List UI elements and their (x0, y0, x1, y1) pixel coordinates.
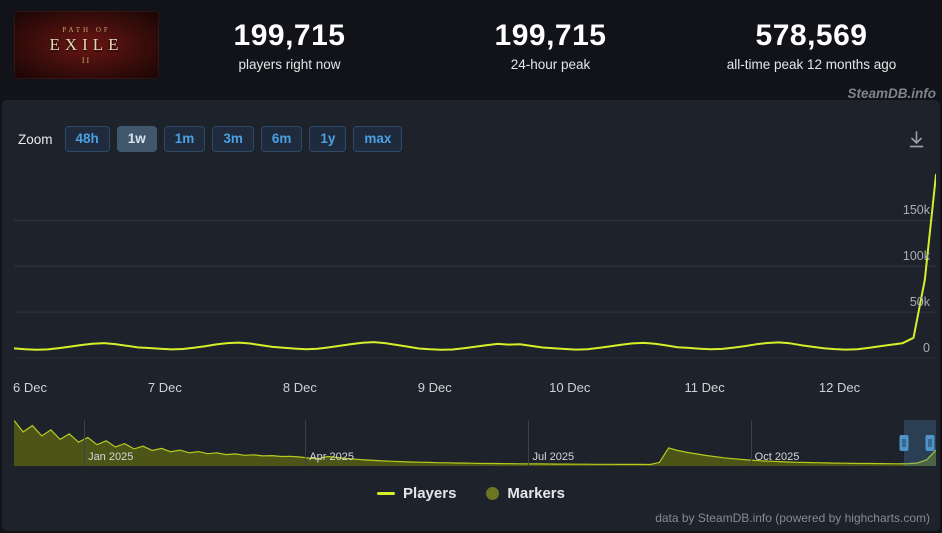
legend-markers-label: Markers (507, 484, 565, 502)
steamdb-watermark: SteamDB.info (847, 86, 936, 101)
navigator-tick-label: Apr 2025 (309, 451, 354, 463)
zoom-label: Zoom (18, 131, 53, 147)
legend-item-markers[interactable]: Markers (486, 485, 565, 502)
zoom-buttons: 48h 1w 1m 3m 6m 1y max (64, 126, 403, 152)
players-now-value: 199,715 (233, 18, 346, 52)
navigator-gridline (305, 420, 307, 466)
navigator[interactable]: Jan 2025 Apr 2025 Jul 2025 Oct 2025 (14, 420, 936, 466)
game-logo-numeral: II (81, 55, 92, 65)
stats-row: 199,715 players right now 199,715 24-hou… (159, 19, 942, 72)
navigator-gridline (84, 420, 86, 466)
download-icon[interactable] (907, 129, 926, 149)
zoom-button-1y[interactable]: 1y (309, 126, 347, 152)
navigator-tick-label: Oct 2025 (754, 451, 800, 463)
y-axis-label: 50k (909, 295, 930, 310)
x-axis-label: 10 Dec (549, 380, 591, 395)
peak-24h-value: 199,715 (494, 18, 607, 52)
x-axis-label: 6 Dec (13, 380, 47, 395)
y-axis-label: 150k (902, 203, 930, 218)
alltime-peak-label: all-time peak 12 months ago (726, 56, 897, 72)
legend-item-players[interactable]: Players (377, 485, 456, 502)
zoom-button-1m[interactable]: 1m (163, 126, 206, 152)
x-axis-label: 12 Dec (818, 380, 861, 395)
stat-players-now: 199,715 players right now (159, 19, 420, 72)
game-logo-top-text: PATH OF (62, 25, 111, 34)
navigator-tick-label: Jan 2025 (88, 451, 134, 463)
navigator-gridline (750, 420, 752, 466)
x-axis-label: 9 Dec (417, 380, 452, 395)
legend-players-label: Players (403, 484, 457, 502)
chart-credit: data by SteamDB.info (powered by highcha… (655, 511, 930, 525)
main-plot[interactable]: 0 50k 100k 150k (14, 170, 936, 358)
x-axis: 6 Dec 7 Dec 8 Dec 9 Dec 10 Dec 11 Dec 12 Dec (13, 374, 936, 400)
navigator-handle-left[interactable] (899, 435, 909, 451)
zoom-button-6m[interactable]: 6m (260, 126, 303, 152)
alltime-peak-value: 578,569 (755, 18, 868, 52)
game-capsule: PATH OF EXILE II (14, 11, 159, 79)
game-logo-main-text: EXILE (49, 34, 124, 54)
players-now-label: players right now (238, 56, 341, 72)
stat-24h-peak: 199,715 24-hour peak (420, 19, 681, 72)
chart-panel: Zoom 48h 1w 1m 3m 6m 1y max 0 50k 100k 150k 6 Dec… (2, 100, 940, 531)
navigator-line (14, 420, 936, 466)
stat-alltime-peak: 578,569 all-time peak 12 months ago (681, 19, 942, 72)
app-header: PATH OF EXILE II 199,715 players right n… (0, 0, 942, 90)
players-line-marker (377, 491, 396, 495)
markers-circle-marker (486, 486, 500, 500)
zoom-button-3m[interactable]: 3m (212, 126, 254, 152)
navigator-area (14, 420, 936, 466)
chart-toolbar: Zoom 48h 1w 1m 3m 6m 1y max (18, 124, 926, 154)
y-axis-label: 100k (902, 249, 930, 264)
players-series-line (14, 173, 936, 351)
x-axis-label: 7 Dec (147, 380, 182, 395)
peak-24h-label: 24-hour peak (510, 56, 591, 72)
x-axis-label: 8 Dec (282, 380, 317, 395)
navigator-tick-label: Jul 2025 (532, 451, 575, 463)
navigator-gridline (528, 420, 530, 466)
zoom-button-48h[interactable]: 48h (64, 126, 110, 152)
navigator-handle-right[interactable] (925, 435, 935, 451)
zoom-button-1w[interactable]: 1w (116, 126, 157, 152)
zoom-button-max[interactable]: max (353, 126, 403, 152)
x-axis-label: 11 Dec (684, 380, 725, 395)
legend: Players Markers (2, 482, 940, 504)
y-axis-label: 0 (923, 341, 930, 355)
